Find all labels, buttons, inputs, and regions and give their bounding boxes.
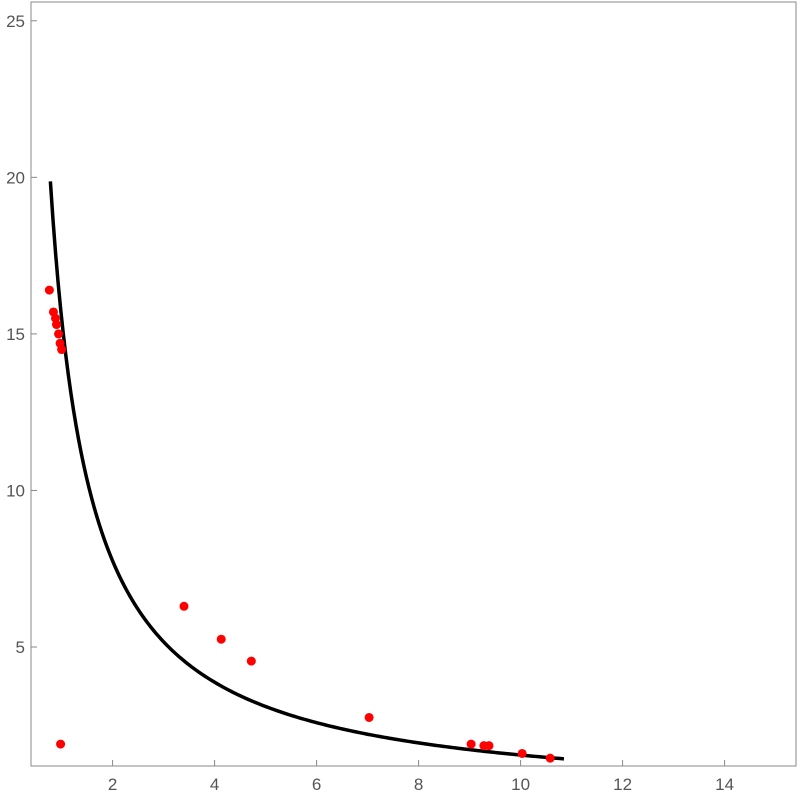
x-tick-label-6: 14 (715, 775, 734, 794)
data-point-0-15 (517, 748, 527, 758)
points-layer (44, 285, 555, 763)
data-point-0-10 (246, 656, 256, 666)
x-tick-label-2: 6 (312, 775, 321, 794)
y-axis: 5 10 15 20 25 (6, 12, 37, 657)
y-tick-label-4: 25 (6, 12, 25, 31)
data-point-0-9 (216, 634, 226, 644)
fit-curve (48, 181, 565, 761)
data-point-0-14 (484, 741, 494, 751)
data-point-0-7 (56, 739, 66, 749)
data-point-0-12 (466, 739, 476, 749)
x-tick-label-5: 12 (613, 775, 632, 794)
y-tick-label-2: 15 (6, 325, 25, 344)
data-point-0-8 (179, 601, 189, 611)
curve-layer (48, 181, 565, 761)
data-point-0-6 (57, 345, 67, 355)
y-tick-label-0: 5 (16, 638, 25, 657)
x-axis: 2 4 6 8 10 12 14 (108, 760, 734, 794)
data-point-0-11 (364, 712, 374, 722)
x-tick-label-0: 2 (108, 775, 117, 794)
data-point-0-0 (44, 285, 54, 295)
x-tick-label-3: 8 (414, 775, 423, 794)
x-tick-label-1: 4 (210, 775, 219, 794)
y-tick-label-1: 10 (6, 481, 25, 500)
data-point-0-3 (52, 320, 61, 330)
data-point-0-4 (54, 329, 64, 339)
data-point-0-16 (545, 753, 555, 763)
x-tick-label-4: 10 (511, 775, 530, 794)
plot-frame (30, 1, 797, 767)
y-tick-label-3: 20 (6, 168, 25, 187)
